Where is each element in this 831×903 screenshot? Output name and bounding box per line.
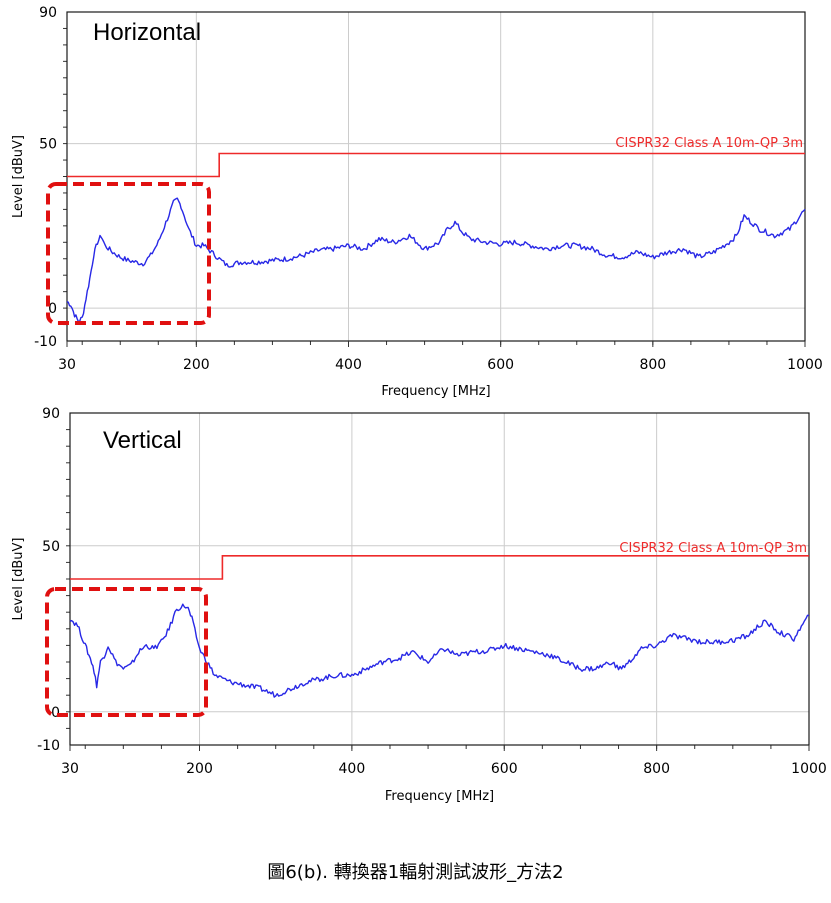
x-tick-label: 400 (339, 761, 366, 777)
limit-line-label: CISPR32 Class A 10m-QP 3m (619, 541, 807, 556)
x-tick-label: 1000 (787, 357, 823, 373)
x-tick-label: 1000 (791, 761, 827, 777)
measurement-trace (66, 197, 806, 323)
limit-line (70, 555, 809, 580)
y-tick-label: 0 (51, 705, 60, 721)
y-axis-title: Level [dBuV] (11, 135, 26, 218)
limit-line-label: CISPR32 Class A 10m-QP 3m (615, 136, 803, 151)
y-tick-label: 0 (48, 301, 57, 317)
x-axis-title: Frequency [MHz] (385, 789, 494, 804)
highlight-box (45, 587, 208, 717)
x-tick-label: 30 (61, 761, 79, 777)
x-tick-label: 800 (643, 761, 670, 777)
panel-title: Horizontal (93, 19, 201, 46)
y-tick-label: -10 (34, 334, 57, 350)
horizontal-chart: 30 200 400 600 800 1000 -10 0 50 90 Frequency [MHz… (11, 5, 823, 399)
y-tick-label: 90 (39, 5, 57, 21)
y-tick-label: 50 (42, 539, 60, 555)
x-tick-label: 200 (183, 357, 210, 373)
x-axis-title: Frequency [MHz] (381, 384, 490, 399)
y-tick-label: 50 (39, 137, 57, 153)
highlight-box (46, 182, 211, 325)
vertical-chart: 30 200 400 600 800 1000 -10 0 50 90 Frequency [MHz… (11, 406, 827, 804)
x-tick-label: 600 (491, 761, 518, 777)
x-tick-label: 30 (58, 357, 76, 373)
figure-caption: 圖6(b). 轉換器1輻射測試波形_方法2 (267, 862, 564, 883)
measurement-trace (69, 603, 810, 698)
x-tick-label: 200 (186, 761, 213, 777)
y-axis-title: Level [dBuV] (11, 538, 26, 621)
x-tick-label: 400 (335, 357, 362, 373)
panel-title: Vertical (103, 427, 182, 454)
limit-line (67, 152, 805, 178)
y-tick-label: -10 (37, 738, 60, 754)
x-tick-label: 800 (639, 357, 666, 373)
y-tick-label: 90 (42, 406, 60, 422)
x-tick-label: 600 (487, 357, 514, 373)
